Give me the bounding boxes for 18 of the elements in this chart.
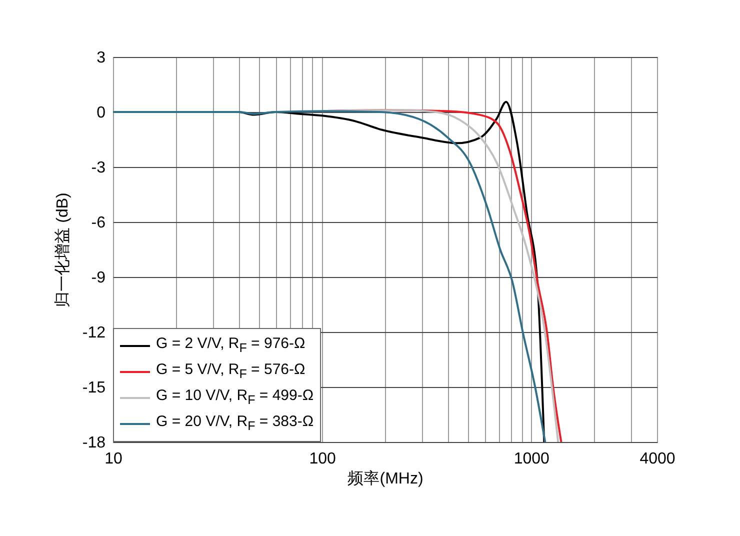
y-tick-label: -15 xyxy=(82,380,106,396)
y-tick-label: -3 xyxy=(91,160,106,176)
y-tick-label: -9 xyxy=(91,270,106,286)
y-tick-label: -12 xyxy=(82,324,106,342)
legend-label: G = 5 V/V, R$_{F}$ = 576-Ω xyxy=(156,360,306,383)
legend-label: G = 20 V/V, R$_{F}$ = 383-Ω xyxy=(156,412,314,435)
y-tick-label: -18 xyxy=(82,434,106,452)
x-tick-label: 100 xyxy=(309,450,336,468)
y-tick-label: 3 xyxy=(96,50,106,66)
x-tick-label: 10 xyxy=(104,450,122,468)
legend-label: G = 10 V/V, R$_{F}$ = 499-Ω xyxy=(156,386,314,409)
x-tick-label: 4000 xyxy=(640,450,676,468)
legend-label: G = 2 V/V, R$_{F}$ = 976-Ω xyxy=(156,334,306,357)
y-tick-label: -6 xyxy=(91,214,106,232)
y-axis-title: 归一化增益 (dB) xyxy=(53,192,72,308)
x-axis-title: 频率(MHz) xyxy=(348,470,424,488)
x-tick-label: 1000 xyxy=(514,450,550,468)
y-tick-label: 0 xyxy=(96,104,106,122)
